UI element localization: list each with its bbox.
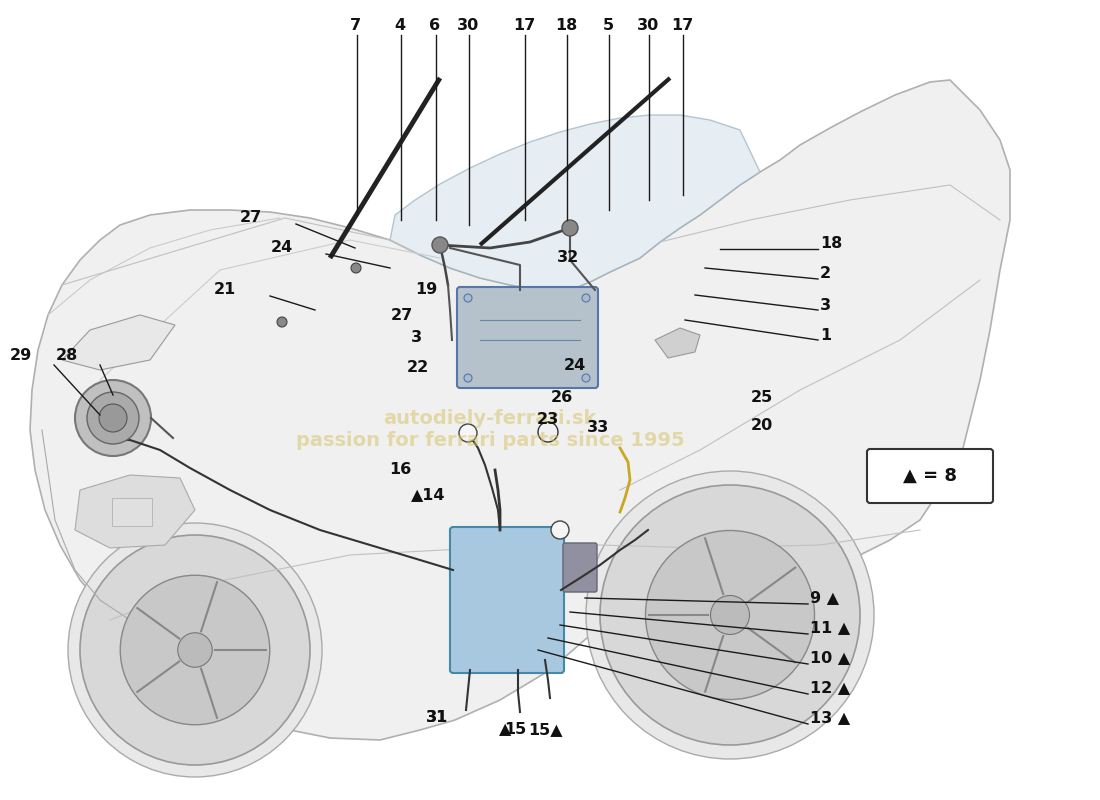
Text: ▲ = 8: ▲ = 8	[903, 467, 957, 485]
Text: 27: 27	[240, 210, 262, 226]
Polygon shape	[390, 115, 760, 290]
FancyBboxPatch shape	[456, 287, 598, 388]
Text: 15▲: 15▲	[528, 722, 562, 738]
Text: 4: 4	[395, 18, 406, 33]
Text: 16: 16	[389, 462, 411, 478]
Text: ▲14: ▲14	[410, 487, 446, 502]
Text: 27: 27	[390, 309, 414, 323]
Polygon shape	[62, 315, 175, 370]
Circle shape	[459, 424, 477, 442]
Text: 3: 3	[410, 330, 421, 346]
Circle shape	[551, 521, 569, 539]
Circle shape	[538, 422, 558, 442]
Text: 24: 24	[271, 241, 293, 255]
Circle shape	[351, 263, 361, 273]
Circle shape	[87, 392, 139, 444]
Text: 26: 26	[551, 390, 573, 406]
Text: 20: 20	[751, 418, 773, 434]
Circle shape	[277, 317, 287, 327]
Text: 18: 18	[820, 235, 843, 250]
Text: 12 ▲: 12 ▲	[810, 681, 850, 695]
Text: ▲: ▲	[499, 722, 512, 738]
FancyBboxPatch shape	[867, 449, 993, 503]
Text: 17: 17	[513, 18, 535, 33]
Bar	[112, 498, 152, 526]
Circle shape	[120, 575, 270, 725]
Text: 1: 1	[820, 327, 832, 342]
FancyBboxPatch shape	[450, 527, 564, 673]
Circle shape	[75, 380, 151, 456]
Circle shape	[432, 237, 448, 253]
Text: 32: 32	[557, 250, 579, 266]
FancyBboxPatch shape	[563, 543, 597, 592]
Text: 17: 17	[671, 18, 693, 33]
Text: 18: 18	[554, 18, 578, 33]
Polygon shape	[30, 80, 1010, 740]
Circle shape	[586, 471, 874, 759]
Text: 33: 33	[587, 421, 609, 435]
Text: 31: 31	[426, 710, 448, 726]
Text: 7: 7	[350, 18, 361, 33]
Text: 3: 3	[820, 298, 832, 313]
Circle shape	[80, 535, 310, 765]
Text: 21: 21	[213, 282, 236, 298]
Text: 10 ▲: 10 ▲	[810, 650, 850, 666]
Text: 28: 28	[56, 347, 78, 362]
Circle shape	[178, 633, 212, 667]
Text: 13 ▲: 13 ▲	[810, 710, 850, 726]
Circle shape	[68, 523, 322, 777]
Text: 5: 5	[603, 18, 614, 33]
Text: autodiely-ferrari.sk
passion for ferrari parts since 1995: autodiely-ferrari.sk passion for ferrari…	[296, 410, 684, 450]
Circle shape	[562, 220, 578, 236]
Text: 11 ▲: 11 ▲	[810, 621, 850, 635]
Text: 19: 19	[415, 282, 437, 298]
Text: 6: 6	[429, 18, 441, 33]
Text: 22: 22	[407, 361, 429, 375]
Polygon shape	[75, 475, 195, 548]
Circle shape	[600, 485, 860, 745]
Text: 29: 29	[10, 347, 32, 362]
Polygon shape	[654, 328, 700, 358]
Text: 25: 25	[751, 390, 773, 406]
Text: 30: 30	[637, 18, 659, 33]
Text: 2: 2	[820, 266, 832, 282]
Circle shape	[464, 294, 472, 302]
Circle shape	[464, 374, 472, 382]
Text: 31: 31	[426, 710, 448, 726]
Text: 23: 23	[537, 413, 559, 427]
Circle shape	[582, 374, 590, 382]
Text: 9 ▲: 9 ▲	[810, 590, 839, 606]
Circle shape	[646, 530, 814, 699]
Text: 15: 15	[504, 722, 526, 738]
Circle shape	[711, 595, 749, 634]
Text: 24: 24	[564, 358, 586, 373]
Circle shape	[582, 294, 590, 302]
Circle shape	[99, 404, 127, 432]
Text: 30: 30	[456, 18, 480, 33]
